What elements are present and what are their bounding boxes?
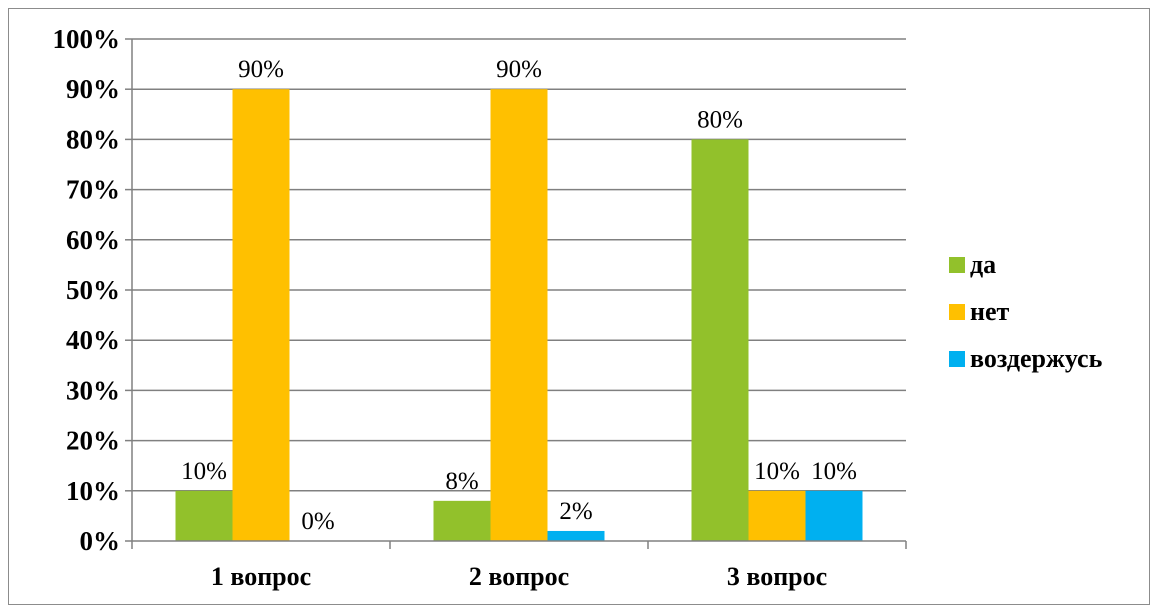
y-tick-label: 80%	[66, 124, 120, 154]
x-category-label: 1 вопрос	[211, 562, 311, 591]
legend: да нет воздержусь	[949, 250, 1103, 373]
y-tick-label: 90%	[66, 74, 120, 104]
y-tick-label: 30%	[66, 375, 120, 405]
bar	[748, 490, 806, 541]
legend-swatch	[949, 304, 965, 320]
bars	[175, 89, 863, 541]
data-label: 2%	[559, 498, 592, 525]
x-category-label: 3 вопрос	[727, 562, 827, 591]
bar	[490, 89, 548, 541]
data-label: 8%	[445, 468, 478, 495]
bar	[805, 490, 863, 541]
legend-label: воздержусь	[970, 344, 1103, 373]
bar	[691, 139, 749, 541]
data-label: 10%	[811, 458, 857, 485]
y-tick-label: 70%	[66, 175, 120, 205]
axes: 0% 10% 20% 30% 40% 50% 60% 70% 80% 90% 100% 1 вопро…	[53, 24, 907, 591]
bar	[433, 500, 491, 541]
y-tick-label: 20%	[66, 426, 120, 456]
y-tick-label: 100%	[53, 24, 121, 54]
y-tick-label: 50%	[66, 275, 120, 305]
data-label: 10%	[754, 458, 800, 485]
legend-label: да	[970, 250, 996, 279]
bar	[175, 490, 233, 541]
data-label: 0%	[301, 508, 334, 535]
bar	[547, 530, 605, 541]
bar-chart: 0% 10% 20% 30% 40% 50% 60% 70% 80% 90% 100% 1 вопро…	[53, 24, 1103, 591]
y-tick-label: 10%	[66, 476, 120, 506]
x-category-label: 2 вопрос	[469, 562, 569, 591]
data-label: 90%	[496, 56, 542, 83]
legend-swatch	[949, 257, 965, 273]
data-label: 10%	[181, 458, 227, 485]
legend-label: нет	[970, 297, 1010, 326]
y-tick-label: 60%	[66, 225, 120, 255]
data-labels: 10% 90% 0% 8% 90% 2% 80% 10% 10%	[181, 56, 857, 535]
legend-swatch	[949, 351, 965, 367]
bar	[232, 89, 290, 541]
y-tick-label: 0%	[80, 526, 121, 556]
data-label: 90%	[238, 56, 284, 83]
data-label: 80%	[697, 106, 743, 133]
chart-frame: 0% 10% 20% 30% 40% 50% 60% 70% 80% 90% 100% 1 вопро…	[8, 8, 1150, 605]
y-tick-label: 40%	[66, 325, 120, 355]
